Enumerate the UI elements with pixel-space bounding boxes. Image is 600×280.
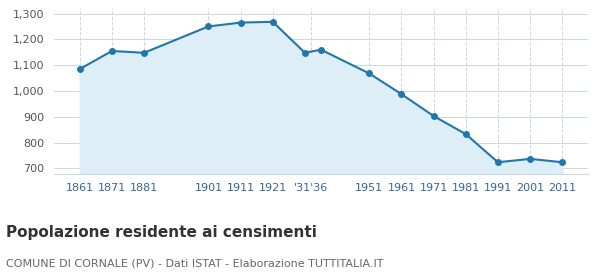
Text: Popolazione residente ai censimenti: Popolazione residente ai censimenti xyxy=(6,225,317,241)
Text: COMUNE DI CORNALE (PV) - Dati ISTAT - Elaborazione TUTTITALIA.IT: COMUNE DI CORNALE (PV) - Dati ISTAT - El… xyxy=(6,259,383,269)
